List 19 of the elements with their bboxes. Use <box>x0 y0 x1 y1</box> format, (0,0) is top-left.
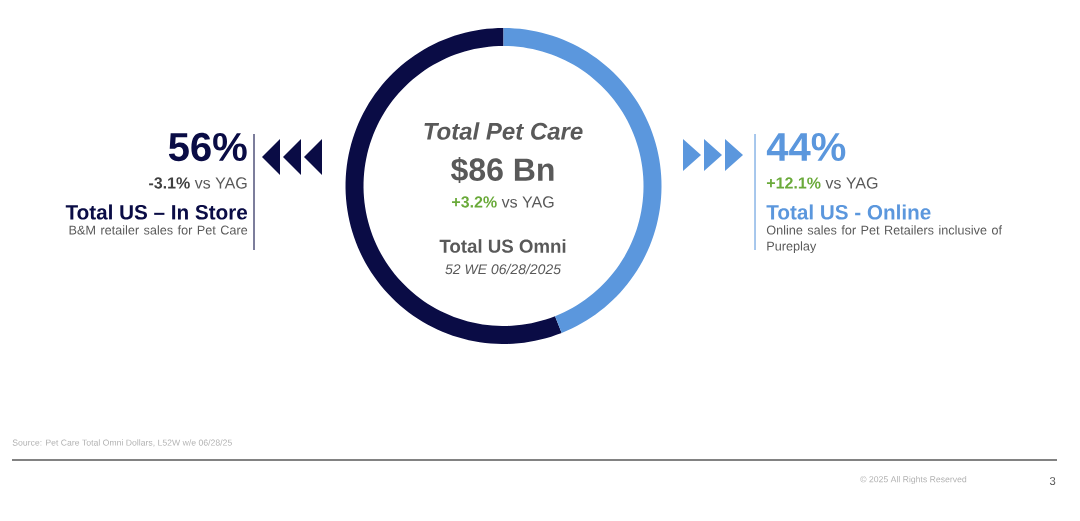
text: Total US Omni <box>439 239 566 253</box>
source-note: Source: Pet Care Total Omni Dollars, L52W w/e 06/28/25 <box>12 439 232 447</box>
data-label: 44% <box>766 132 846 162</box>
text: 3 <box>1049 477 1056 486</box>
text: vs YAG <box>825 177 878 189</box>
text: Online sales for Pet Retailers inclusive of Pureplay <box>766 225 1003 254</box>
text: Total Pet Care <box>424 122 583 140</box>
text: vs YAG <box>194 177 247 189</box>
slice-label: Total US – In Store <box>65 204 248 220</box>
text: vs YAG <box>501 196 554 208</box>
text: © 2025 All Rights Reserved <box>860 475 967 485</box>
slice-label: Total US - Online <box>766 204 931 220</box>
text: 52 WE 06/28/2025 <box>445 263 562 275</box>
text: B&M retailer sales for Pet Care <box>69 225 248 235</box>
text: -3.1% <box>149 177 190 189</box>
text: $86 Bn <box>450 156 554 184</box>
text: +12.1% <box>766 177 821 189</box>
text: +3.2% <box>452 196 497 208</box>
data-label: 56% <box>168 132 247 162</box>
